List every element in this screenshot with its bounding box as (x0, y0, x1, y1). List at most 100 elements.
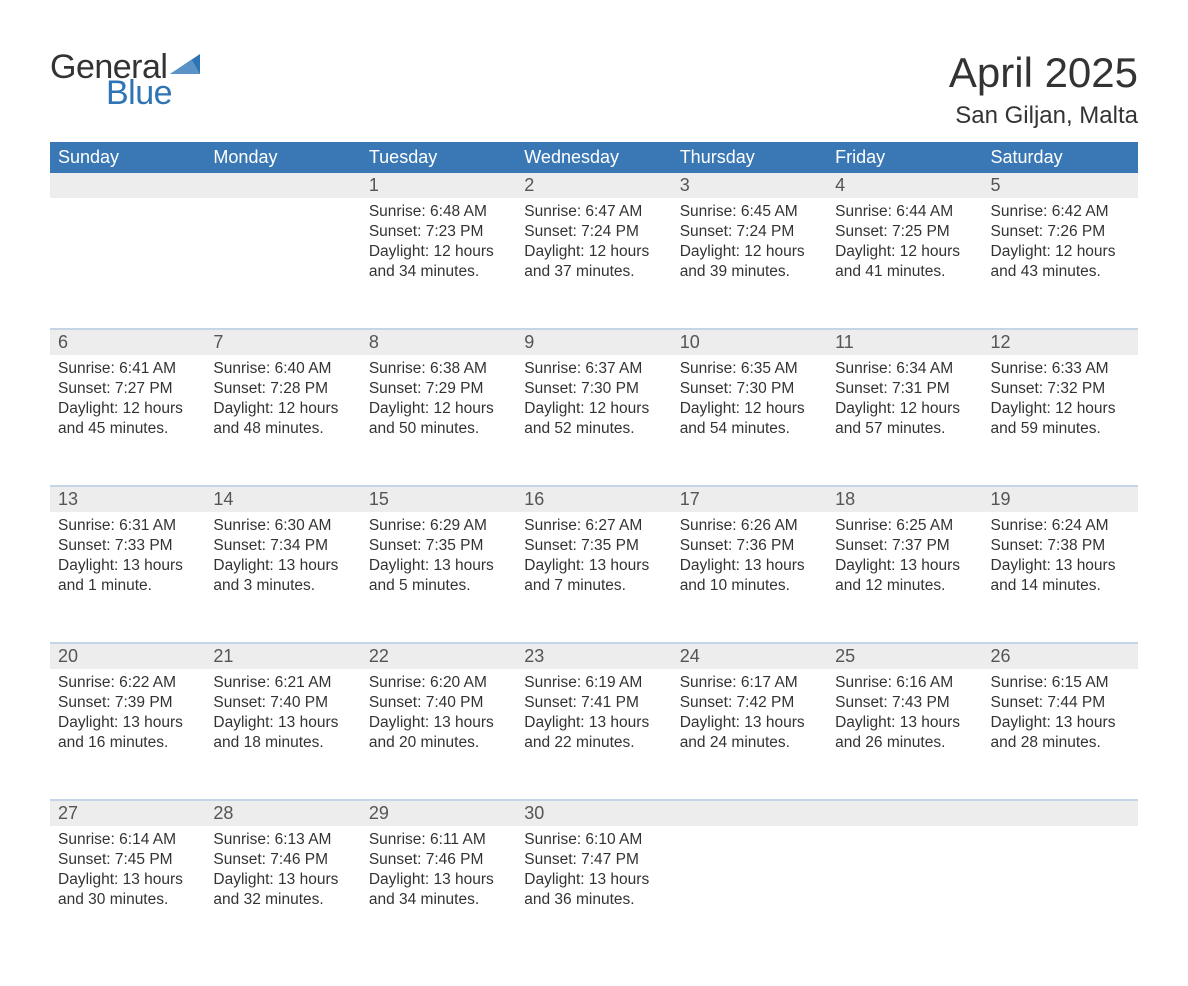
day-details: Sunrise: 6:34 AMSunset: 7:31 PMDaylight:… (827, 355, 982, 442)
day-details: Sunrise: 6:13 AMSunset: 7:46 PMDaylight:… (205, 826, 360, 913)
day-number: 30 (516, 801, 671, 826)
day-number-row: 13141516171819 (50, 487, 1138, 512)
day-details: Sunrise: 6:40 AMSunset: 7:28 PMDaylight:… (205, 355, 360, 442)
day-cell: Sunrise: 6:19 AMSunset: 7:41 PMDaylight:… (516, 669, 671, 799)
day-details: Sunrise: 6:48 AMSunset: 7:23 PMDaylight:… (361, 198, 516, 285)
day-cell (983, 826, 1138, 956)
day-number: 13 (50, 487, 205, 512)
day-details: Sunrise: 6:44 AMSunset: 7:25 PMDaylight:… (827, 198, 982, 285)
day-cell: Sunrise: 6:41 AMSunset: 7:27 PMDaylight:… (50, 355, 205, 485)
day-body-row: Sunrise: 6:41 AMSunset: 7:27 PMDaylight:… (50, 355, 1138, 485)
day-details: Sunrise: 6:45 AMSunset: 7:24 PMDaylight:… (672, 198, 827, 285)
day-cell: Sunrise: 6:37 AMSunset: 7:30 PMDaylight:… (516, 355, 671, 485)
day-details: Sunrise: 6:35 AMSunset: 7:30 PMDaylight:… (672, 355, 827, 442)
day-details: Sunrise: 6:14 AMSunset: 7:45 PMDaylight:… (50, 826, 205, 913)
day-cell: Sunrise: 6:10 AMSunset: 7:47 PMDaylight:… (516, 826, 671, 956)
day-number: 20 (50, 644, 205, 669)
weekday-header-row: Sunday Monday Tuesday Wednesday Thursday… (50, 142, 1138, 173)
day-number: 7 (205, 330, 360, 355)
day-details: Sunrise: 6:21 AMSunset: 7:40 PMDaylight:… (205, 669, 360, 756)
day-details: Sunrise: 6:11 AMSunset: 7:46 PMDaylight:… (361, 826, 516, 913)
day-body-row: Sunrise: 6:22 AMSunset: 7:39 PMDaylight:… (50, 669, 1138, 799)
flag-icon (170, 54, 200, 78)
weekday-header: Sunday (50, 142, 205, 173)
day-number: 27 (50, 801, 205, 826)
day-details: Sunrise: 6:16 AMSunset: 7:43 PMDaylight:… (827, 669, 982, 756)
day-number: 28 (205, 801, 360, 826)
day-number: 18 (827, 487, 982, 512)
weekday-header: Saturday (983, 142, 1138, 173)
day-details: Sunrise: 6:24 AMSunset: 7:38 PMDaylight:… (983, 512, 1138, 599)
day-cell: Sunrise: 6:34 AMSunset: 7:31 PMDaylight:… (827, 355, 982, 485)
day-number: 29 (361, 801, 516, 826)
day-details: Sunrise: 6:22 AMSunset: 7:39 PMDaylight:… (50, 669, 205, 756)
day-details: Sunrise: 6:37 AMSunset: 7:30 PMDaylight:… (516, 355, 671, 442)
day-number (983, 801, 1138, 805)
day-details: Sunrise: 6:27 AMSunset: 7:35 PMDaylight:… (516, 512, 671, 599)
day-number: 19 (983, 487, 1138, 512)
calendar-table: Sunday Monday Tuesday Wednesday Thursday… (50, 142, 1138, 956)
day-details: Sunrise: 6:47 AMSunset: 7:24 PMDaylight:… (516, 198, 671, 285)
day-cell: Sunrise: 6:47 AMSunset: 7:24 PMDaylight:… (516, 198, 671, 328)
day-number (672, 801, 827, 805)
day-number: 10 (672, 330, 827, 355)
day-number: 14 (205, 487, 360, 512)
day-number-row: 6789101112 (50, 330, 1138, 355)
day-details: Sunrise: 6:42 AMSunset: 7:26 PMDaylight:… (983, 198, 1138, 285)
weekday-header: Tuesday (361, 142, 516, 173)
day-cell: Sunrise: 6:45 AMSunset: 7:24 PMDaylight:… (672, 198, 827, 328)
day-cell: Sunrise: 6:24 AMSunset: 7:38 PMDaylight:… (983, 512, 1138, 642)
day-cell: Sunrise: 6:35 AMSunset: 7:30 PMDaylight:… (672, 355, 827, 485)
day-cell: Sunrise: 6:20 AMSunset: 7:40 PMDaylight:… (361, 669, 516, 799)
day-number: 5 (983, 173, 1138, 198)
day-cell: Sunrise: 6:48 AMSunset: 7:23 PMDaylight:… (361, 198, 516, 328)
day-number: 2 (516, 173, 671, 198)
day-cell: Sunrise: 6:31 AMSunset: 7:33 PMDaylight:… (50, 512, 205, 642)
weekday-header: Thursday (672, 142, 827, 173)
day-cell: Sunrise: 6:17 AMSunset: 7:42 PMDaylight:… (672, 669, 827, 799)
day-number-row: 27282930 (50, 801, 1138, 826)
day-details: Sunrise: 6:26 AMSunset: 7:36 PMDaylight:… (672, 512, 827, 599)
day-cell (672, 826, 827, 956)
day-details: Sunrise: 6:38 AMSunset: 7:29 PMDaylight:… (361, 355, 516, 442)
day-cell: Sunrise: 6:22 AMSunset: 7:39 PMDaylight:… (50, 669, 205, 799)
day-details: Sunrise: 6:30 AMSunset: 7:34 PMDaylight:… (205, 512, 360, 599)
day-cell: Sunrise: 6:25 AMSunset: 7:37 PMDaylight:… (827, 512, 982, 642)
weekday-header: Monday (205, 142, 360, 173)
day-number: 8 (361, 330, 516, 355)
day-details: Sunrise: 6:41 AMSunset: 7:27 PMDaylight:… (50, 355, 205, 442)
day-number: 23 (516, 644, 671, 669)
day-number-row: 20212223242526 (50, 644, 1138, 669)
day-number-row: 12345 (50, 173, 1138, 198)
day-number: 22 (361, 644, 516, 669)
day-details: Sunrise: 6:29 AMSunset: 7:35 PMDaylight:… (361, 512, 516, 599)
day-cell: Sunrise: 6:13 AMSunset: 7:46 PMDaylight:… (205, 826, 360, 956)
day-number: 25 (827, 644, 982, 669)
logo-word-blue: Blue (106, 76, 200, 110)
day-cell: Sunrise: 6:11 AMSunset: 7:46 PMDaylight:… (361, 826, 516, 956)
day-details: Sunrise: 6:19 AMSunset: 7:41 PMDaylight:… (516, 669, 671, 756)
day-cell (50, 198, 205, 328)
day-number: 26 (983, 644, 1138, 669)
day-cell: Sunrise: 6:30 AMSunset: 7:34 PMDaylight:… (205, 512, 360, 642)
day-body-row: Sunrise: 6:31 AMSunset: 7:33 PMDaylight:… (50, 512, 1138, 642)
day-body-row: Sunrise: 6:48 AMSunset: 7:23 PMDaylight:… (50, 198, 1138, 328)
day-number: 6 (50, 330, 205, 355)
day-number: 4 (827, 173, 982, 198)
day-number: 17 (672, 487, 827, 512)
day-number: 16 (516, 487, 671, 512)
day-number: 12 (983, 330, 1138, 355)
weekday-header: Wednesday (516, 142, 671, 173)
day-number: 9 (516, 330, 671, 355)
day-body-row: Sunrise: 6:14 AMSunset: 7:45 PMDaylight:… (50, 826, 1138, 956)
day-cell: Sunrise: 6:14 AMSunset: 7:45 PMDaylight:… (50, 826, 205, 956)
day-number: 1 (361, 173, 516, 198)
day-number (50, 173, 205, 177)
day-cell: Sunrise: 6:40 AMSunset: 7:28 PMDaylight:… (205, 355, 360, 485)
month-title: April 2025 (949, 50, 1138, 96)
weekday-header: Friday (827, 142, 982, 173)
day-details: Sunrise: 6:25 AMSunset: 7:37 PMDaylight:… (827, 512, 982, 599)
day-cell (205, 198, 360, 328)
day-details: Sunrise: 6:33 AMSunset: 7:32 PMDaylight:… (983, 355, 1138, 442)
day-number: 24 (672, 644, 827, 669)
